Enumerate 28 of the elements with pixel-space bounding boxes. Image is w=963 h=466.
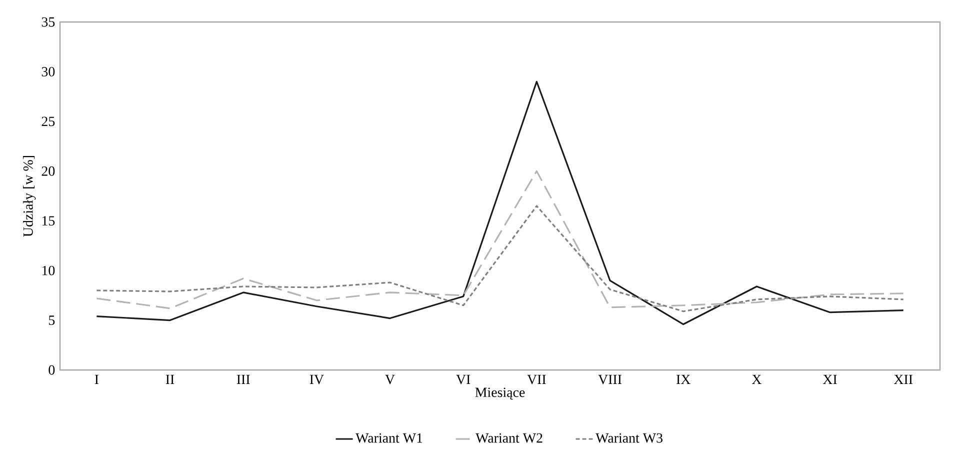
y-tick-label: 0: [48, 365, 55, 375]
y-tick-label: 5: [48, 316, 55, 325]
y-tick-label: 35: [42, 17, 55, 27]
y-tick-label: 20: [42, 166, 55, 176]
x-tick-label: X: [752, 374, 762, 384]
y-axis-title: Udziały [w %]: [23, 156, 36, 237]
legend-label: Wariant W1: [356, 433, 422, 443]
x-tick-label: IX: [676, 374, 690, 384]
x-tick-label: IV: [310, 374, 324, 384]
x-axis-title: Miesiące: [475, 388, 525, 400]
line-series: [96, 205, 904, 312]
line-series: [96, 80, 904, 326]
line-series: [96, 170, 904, 310]
x-tick-label: V: [385, 374, 395, 384]
legend-label: Wariant W2: [476, 433, 542, 443]
x-tick-label: VIII: [598, 374, 622, 384]
x-tick-label: VII: [527, 374, 546, 384]
x-tick-label: I: [94, 374, 98, 384]
y-tick-label: 30: [42, 67, 55, 76]
y-tick-label: 15: [42, 216, 55, 226]
y-tick-label: 25: [42, 116, 55, 126]
legend-label: Wariant W3: [596, 433, 662, 443]
x-tick-label: III: [236, 374, 250, 384]
x-tick-label: II: [166, 374, 174, 384]
x-tick-label: XII: [894, 374, 913, 384]
y-tick-label: 10: [42, 266, 55, 276]
x-tick-label: XI: [822, 374, 837, 384]
x-tick-label: VI: [456, 374, 470, 384]
